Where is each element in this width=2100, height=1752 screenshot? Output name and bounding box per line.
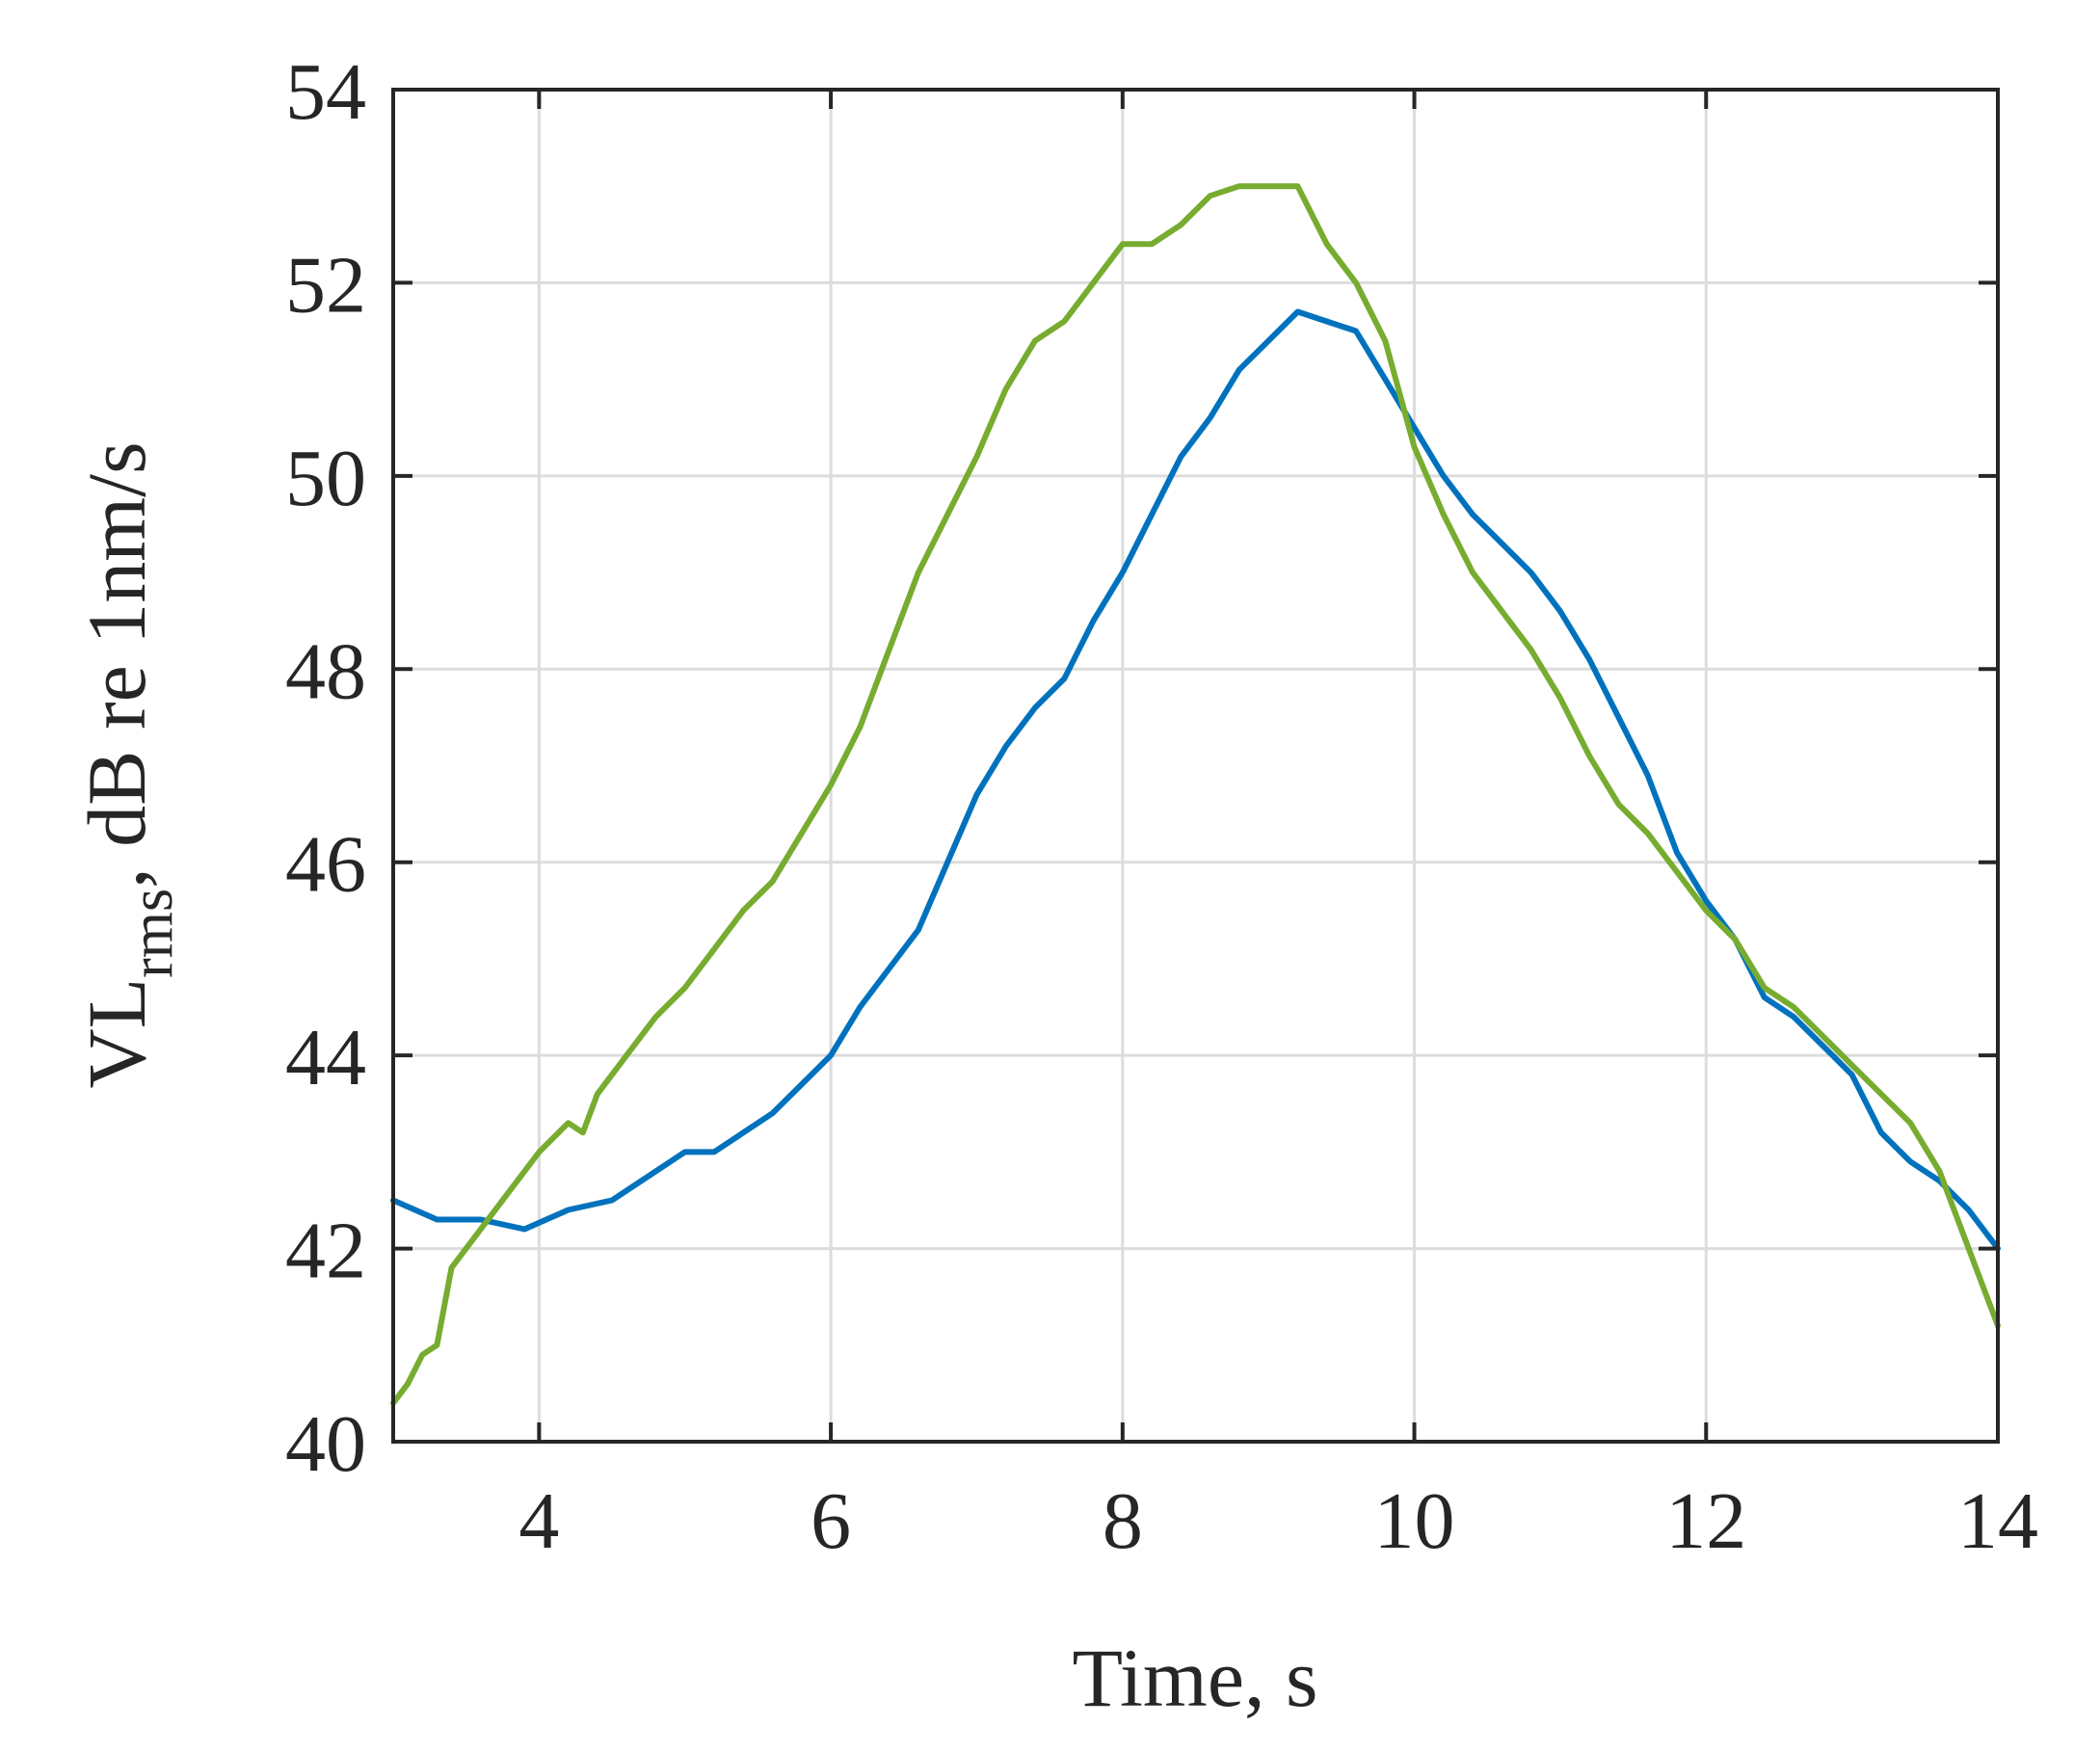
grid bbox=[393, 88, 2000, 1444]
y-axis-title-main: VL bbox=[70, 978, 163, 1089]
x-tick-label-8: 8 bbox=[1103, 1476, 1143, 1566]
series-line-2 bbox=[390, 183, 2001, 1406]
y-tick-label-40: 40 bbox=[285, 1399, 366, 1489]
y-tick-label-48: 48 bbox=[285, 626, 366, 716]
x-tick-label-6: 6 bbox=[811, 1476, 851, 1566]
x-tick-label-12: 12 bbox=[1665, 1476, 1746, 1566]
y-tick-label-46: 46 bbox=[285, 820, 366, 910]
y-tick-label-50: 50 bbox=[285, 434, 366, 523]
x-tick-label-10: 10 bbox=[1374, 1476, 1455, 1566]
x-tick-label-14: 14 bbox=[1957, 1476, 2038, 1566]
y-axis-title-subscript: rms bbox=[120, 889, 185, 978]
y-tick-label-42: 42 bbox=[285, 1207, 366, 1296]
plot-frame bbox=[391, 88, 2000, 1444]
series-line-1 bbox=[390, 308, 2001, 1252]
y-tick-labels: 40 42 44 46 48 50 52 54 bbox=[285, 47, 366, 1489]
series-layer bbox=[390, 183, 2001, 1406]
y-tick-label-54: 54 bbox=[285, 47, 366, 137]
x-tick-label-4: 4 bbox=[518, 1476, 559, 1566]
x-axis-title: Time, s bbox=[1073, 1632, 1318, 1724]
x-tick-labels: 4 6 8 10 12 14 bbox=[518, 1476, 2038, 1566]
y-tick-label-52: 52 bbox=[285, 240, 366, 330]
y-axis-title: VLrms, dB re 1nm/s bbox=[70, 441, 185, 1088]
ticks bbox=[393, 88, 2000, 1444]
y-axis-title-rest: , dB re 1nm/s bbox=[70, 441, 163, 888]
y-tick-label-44: 44 bbox=[285, 1013, 366, 1102]
